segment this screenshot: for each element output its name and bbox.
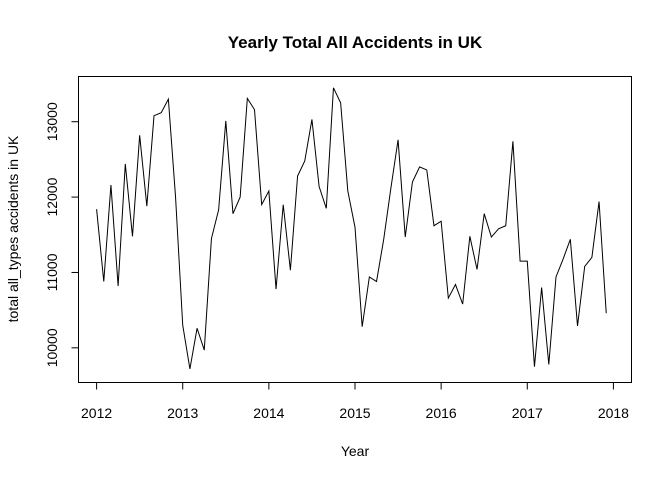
x-tick-label: 2017 xyxy=(512,405,543,421)
y-tick-label: 13000 xyxy=(44,102,60,141)
series-line xyxy=(96,87,607,370)
chart-title: Yearly Total All Accidents in UK xyxy=(228,33,483,52)
x-axis-label: Year xyxy=(341,443,370,459)
x-tick-label: 2013 xyxy=(167,405,198,421)
x-tick-label: 2016 xyxy=(426,405,457,421)
y-axis: 10000 11000 12000 13000 xyxy=(44,102,79,367)
x-tick-label: 2014 xyxy=(253,405,284,421)
y-tick-label: 10000 xyxy=(44,328,60,367)
x-tick-label: 2018 xyxy=(598,405,629,421)
x-tick-label: 2012 xyxy=(81,405,112,421)
y-axis-label: total all_types accidents in UK xyxy=(5,135,21,322)
y-tick-label: 11000 xyxy=(44,253,60,291)
x-axis: 2012 2013 2014 2015 2016 2017 2018 xyxy=(81,382,629,421)
x-tick-label: 2015 xyxy=(339,405,370,421)
y-tick-label: 12000 xyxy=(44,177,60,216)
